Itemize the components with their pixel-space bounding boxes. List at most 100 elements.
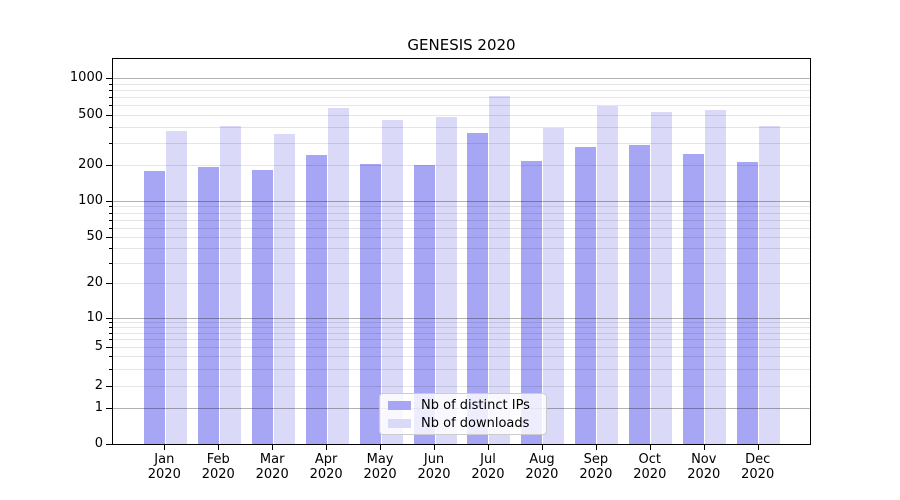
y-tick-label: 200 [78,157,103,172]
y-minor-tick [109,237,113,238]
bar-downloads-nov [705,109,727,444]
gridline-minor [113,237,810,238]
bar-distinct-ips-apr [305,154,327,444]
x-tick [434,445,436,450]
bar-downloads-jun [435,117,457,444]
y-tick-label: 1000 [69,70,103,85]
y-minor-tick [109,206,113,208]
legend-label-distinct-ips: Nb of distinct IPs [421,397,530,413]
bar-downloads-apr [327,107,349,444]
gridline-minor [113,142,810,144]
x-tick-label: Aug 2020 [512,452,572,482]
y-minor-tick [109,332,113,334]
y-minor-tick [109,97,113,99]
x-tick [487,445,489,450]
x-tick-label: Feb 2020 [188,452,248,482]
bar-downloads-may [381,120,403,444]
plot-canvas [113,59,810,444]
y-tick-label: 10 [86,310,103,325]
y-tick-label: 20 [86,275,103,290]
y-minor-tick [109,248,113,250]
x-tick-year: 2020 [687,467,721,482]
x-tick-label: Apr 2020 [296,452,356,482]
gridline-minor [113,89,810,91]
y-minor-tick [109,283,113,284]
x-tick-year: 2020 [147,467,181,482]
gridline-minor [113,212,810,214]
y-minor-tick [109,356,113,358]
bar-downloads-jul [489,95,511,444]
legend-swatch-distinct-ips [388,400,411,410]
y-minor-tick [109,327,113,329]
gridline-minor [113,105,810,107]
y-tick-label: 500 [78,107,103,122]
x-tick-label: Oct 2020 [620,452,680,482]
bar-distinct-ips-nov [683,153,705,444]
y-minor-tick [109,322,113,324]
legend-row-distinct-ips: Nb of distinct IPs [388,398,538,413]
y-tick-label: 100 [78,193,103,208]
x-tick [595,445,597,450]
y-minor-tick [109,105,113,107]
gridline-minor [113,83,810,85]
bar-distinct-ips-dec [737,162,759,444]
y-tick-label: 50 [86,229,103,244]
bar-distinct-ips-may [359,164,381,444]
y-minor-tick [109,89,113,91]
y-tick [106,201,113,202]
y-minor-tick [109,142,113,144]
chart-title: GENESIS 2020 [407,36,516,54]
gridline-minor [113,115,810,116]
x-tick [703,445,705,450]
x-tick [380,445,382,450]
x-tick-label: May 2020 [350,452,410,482]
y-tick-label: 0 [94,436,103,451]
x-tick-label: Nov 2020 [674,452,734,482]
bar-downloads-sep [597,106,619,444]
bar-distinct-ips-jan [143,170,165,444]
gridline-minor [113,262,810,264]
gridline-minor [113,206,810,208]
bar-downloads-jan [165,130,187,444]
bar-downloads-oct [651,111,673,444]
gridline-major [113,201,810,202]
legend-label-downloads: Nb of downloads [421,415,530,431]
y-tick-label: 1 [94,400,103,415]
bar-downloads-dec [759,125,781,444]
x-tick [272,445,274,450]
y-minor-tick [109,83,113,85]
bar-distinct-ips-feb [197,166,219,444]
x-tick-year: 2020 [201,467,235,482]
y-minor-tick [109,227,113,229]
bar-downloads-aug [543,127,565,444]
x-tick-year: 2020 [309,467,343,482]
x-tick-label: Mar 2020 [242,452,302,482]
gridline-minor [113,227,810,229]
bar-downloads-feb [219,125,241,444]
x-tick [218,445,220,450]
bar-distinct-ips-jun [413,164,435,444]
bar-distinct-ips-sep [575,146,597,444]
y-minor-tick [109,386,113,387]
y-minor-tick [109,115,113,116]
bar-distinct-ips-oct [629,144,651,444]
x-tick-label: Dec 2020 [728,452,788,482]
gridline-minor [113,219,810,221]
bar-downloads-mar [273,134,295,444]
gridline-minor [113,368,810,370]
y-minor-tick [109,339,113,341]
y-tick [106,318,113,319]
plot-area [112,58,811,445]
x-tick-label: Jun 2020 [404,452,464,482]
gridline-minor [113,339,810,341]
gridline-minor [113,127,810,129]
x-tick-label: Jul 2020 [458,452,518,482]
y-tick [106,408,113,409]
x-tick-label: Sep 2020 [566,452,626,482]
gridline-minor [113,97,810,99]
x-tick [326,445,328,450]
x-tick [541,445,543,450]
x-tick-year: 2020 [471,467,505,482]
y-minor-tick [109,347,113,348]
